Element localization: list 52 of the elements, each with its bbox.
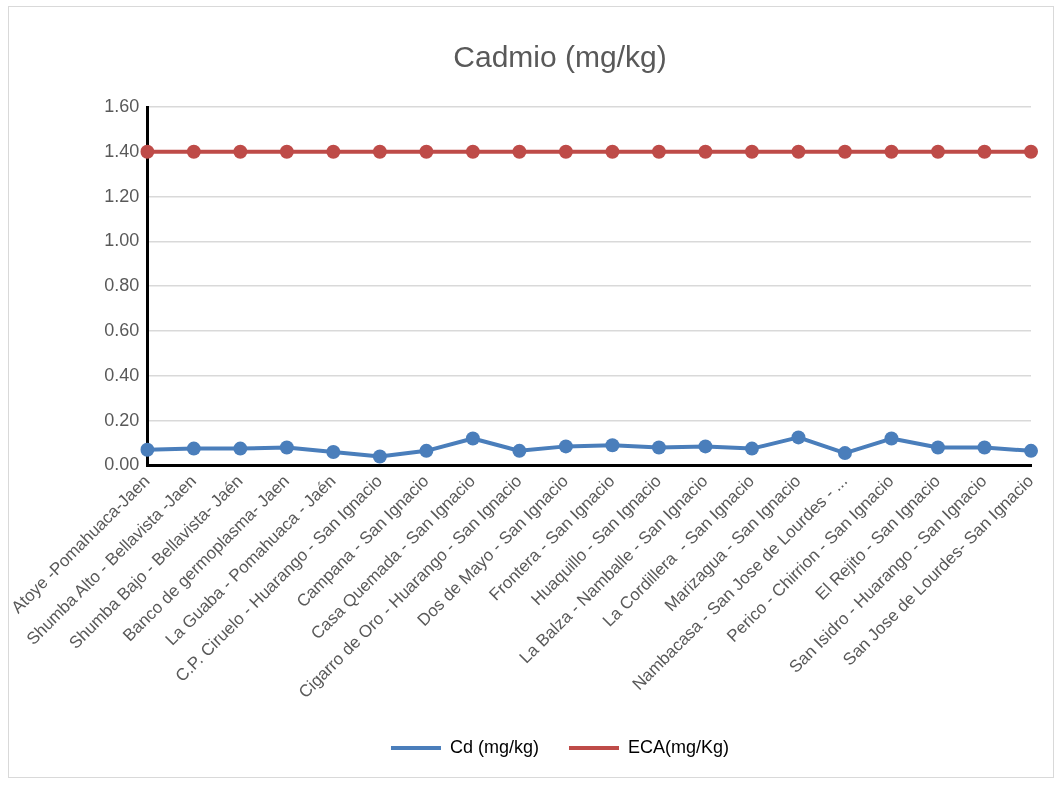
legend-label: Cd (mg/kg) [449,736,539,757]
point [465,431,480,446]
legend-label: ECA(mg/Kg) [628,736,730,757]
point [1024,443,1038,458]
point [140,144,155,159]
point [930,144,945,159]
point [326,144,341,159]
y-tick-label: 0.00 [104,454,140,475]
point [698,144,713,159]
point [186,441,201,456]
point [837,446,852,461]
point [512,443,527,458]
point [419,443,434,458]
point [605,438,620,453]
point [791,430,806,445]
y-tick-label: 0.80 [104,275,140,296]
point [1024,144,1038,159]
point [419,144,434,159]
point [326,444,341,459]
point [744,441,759,456]
point [558,144,573,159]
y-tick-label: 0.60 [104,319,140,340]
y-tick-label: 1.20 [104,185,140,206]
point [279,440,294,455]
point [651,440,666,455]
point [605,144,620,159]
point [233,144,248,159]
point [512,144,527,159]
point [791,144,806,159]
point [977,440,992,455]
y-tick-label: 1.40 [104,140,140,161]
point [465,144,480,159]
y-tick-label: 0.40 [104,364,140,385]
point [977,144,992,159]
point [279,144,294,159]
y-tick-label: 1.00 [104,230,140,251]
point [837,144,852,159]
point [372,449,387,464]
point [558,439,573,454]
point [233,441,248,456]
chart-title: Cadmio (mg/kg) [453,40,667,74]
point [186,144,201,159]
point [698,439,713,454]
point [140,442,155,457]
point [651,144,666,159]
point [884,144,899,159]
point [884,431,899,446]
point [372,144,387,159]
point [930,440,945,455]
y-tick-label: 0.20 [104,409,140,430]
y-tick-label: 1.60 [104,95,140,116]
point [744,144,759,159]
